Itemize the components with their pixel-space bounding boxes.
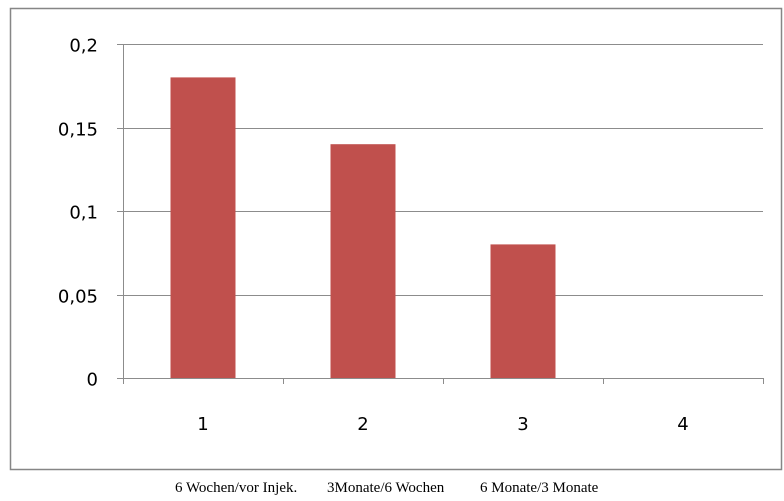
tick-labels: 0 0,05 0,1 0,15 0,2 1 2 3 4 (58, 36, 689, 436)
bar-2 (330, 144, 396, 378)
caption: 6 Wochen/vor Injek. 3Monate/6 Wochen 6 M… (0, 480, 784, 501)
caption-label-1: 6 Wochen/vor Injek. (175, 480, 298, 496)
axes (117, 44, 764, 384)
y-tick-label-4: 0,2 (69, 36, 98, 57)
caption-label-3: 6 Monate/3 Monate (480, 480, 599, 496)
chart-border (9, 7, 783, 471)
x-tick-label-1: 1 (197, 414, 208, 435)
bars (170, 77, 556, 379)
y-tick-label-1: 0,05 (58, 287, 98, 308)
x-tick-label-3: 3 (517, 414, 528, 435)
chart: 0 0,05 0,1 0,15 0,2 1 2 3 4 (9, 7, 783, 471)
y-tick-label-0: 0 (87, 370, 98, 391)
x-tick-label-2: 2 (357, 414, 368, 435)
bar-3 (490, 244, 556, 378)
caption-label-2: 3Monate/6 Wochen (327, 480, 445, 496)
y-tick-label-3: 0,15 (58, 120, 98, 141)
bar-1 (170, 77, 236, 379)
x-tick-label-4: 4 (677, 414, 688, 435)
y-tick-label-2: 0,1 (69, 203, 98, 224)
